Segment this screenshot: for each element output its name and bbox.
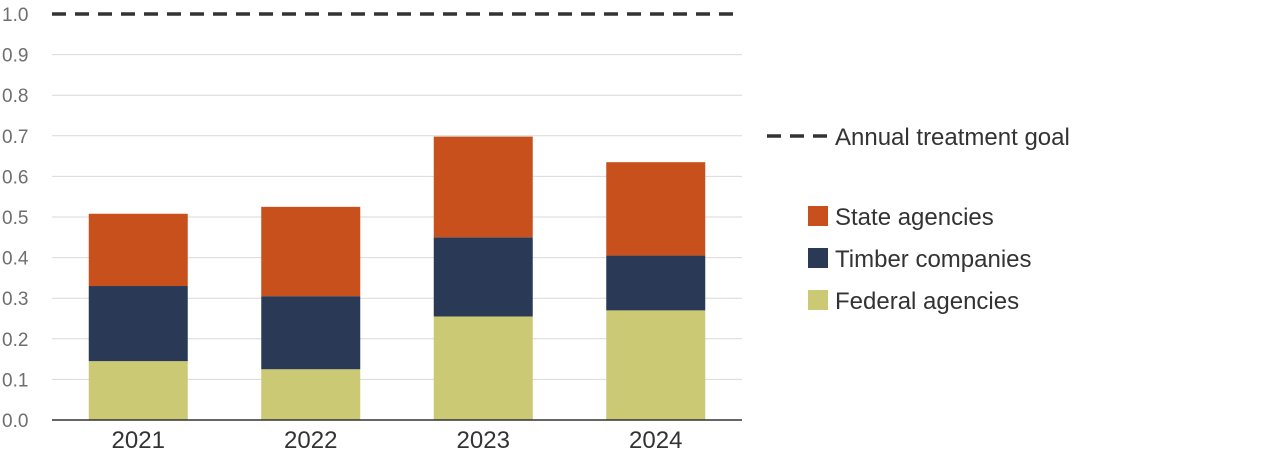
legend-goal-label: Annual treatment goal: [835, 124, 1070, 151]
bar-federal-agencies-2021: [88, 361, 188, 420]
legend-series-items: State agencies Timber companies Federal ag…: [808, 204, 1032, 315]
legend-swatch-timber-companies: [808, 248, 828, 268]
y-axis-tick-labels: 0.0 0.1 0.2 0.3 0.4 0.5 0.6 0.7 0.8 0.9 1.0: [2, 5, 29, 432]
legend-label-federal-agencies: Federal agencies: [835, 288, 1019, 315]
y-tick-label: 0.2: [2, 330, 28, 351]
bar-federal-agencies-2022: [261, 369, 361, 420]
x-category-label: 2023: [457, 427, 510, 454]
x-category-label: 2021: [112, 427, 165, 454]
y-tick-label: 0.1: [2, 370, 28, 391]
bar-state-agencies-2024: [606, 162, 706, 256]
bar-federal-agencies-2024: [606, 310, 706, 420]
bars: [88, 136, 706, 420]
x-category-label: 2022: [284, 427, 337, 454]
y-tick-label: 0.3: [2, 289, 28, 310]
bar-federal-agencies-2023: [433, 316, 533, 420]
legend-swatch-state-agencies: [808, 206, 828, 226]
bar-state-agencies-2021: [88, 213, 188, 287]
legend: Annual treatment goal State agencies Timb…: [767, 124, 1070, 315]
bar-timber-companies-2021: [88, 286, 188, 362]
y-tick-label: 0.6: [2, 167, 28, 188]
y-tick-label: 0.7: [2, 127, 28, 148]
legend-label-timber-companies: Timber companies: [835, 246, 1032, 273]
y-tick-label: 0.0: [2, 411, 28, 432]
bar-timber-companies-2023: [433, 237, 533, 317]
legend-swatch-federal-agencies: [808, 290, 828, 310]
y-tick-label: 0.4: [2, 249, 29, 270]
bar-state-agencies-2022: [261, 206, 361, 297]
x-axis-category-labels: 2021 2022 2023 2024: [112, 427, 683, 454]
bar-timber-companies-2022: [261, 296, 361, 370]
legend-label-state-agencies: State agencies: [835, 204, 994, 231]
x-category-label: 2024: [629, 427, 682, 454]
y-tick-label: 0.5: [2, 208, 28, 229]
bar-state-agencies-2023: [433, 136, 533, 238]
y-tick-label: 0.9: [2, 46, 28, 67]
y-tick-label: 1.0: [2, 5, 28, 26]
bar-timber-companies-2024: [606, 255, 706, 311]
y-tick-label: 0.8: [2, 86, 28, 107]
